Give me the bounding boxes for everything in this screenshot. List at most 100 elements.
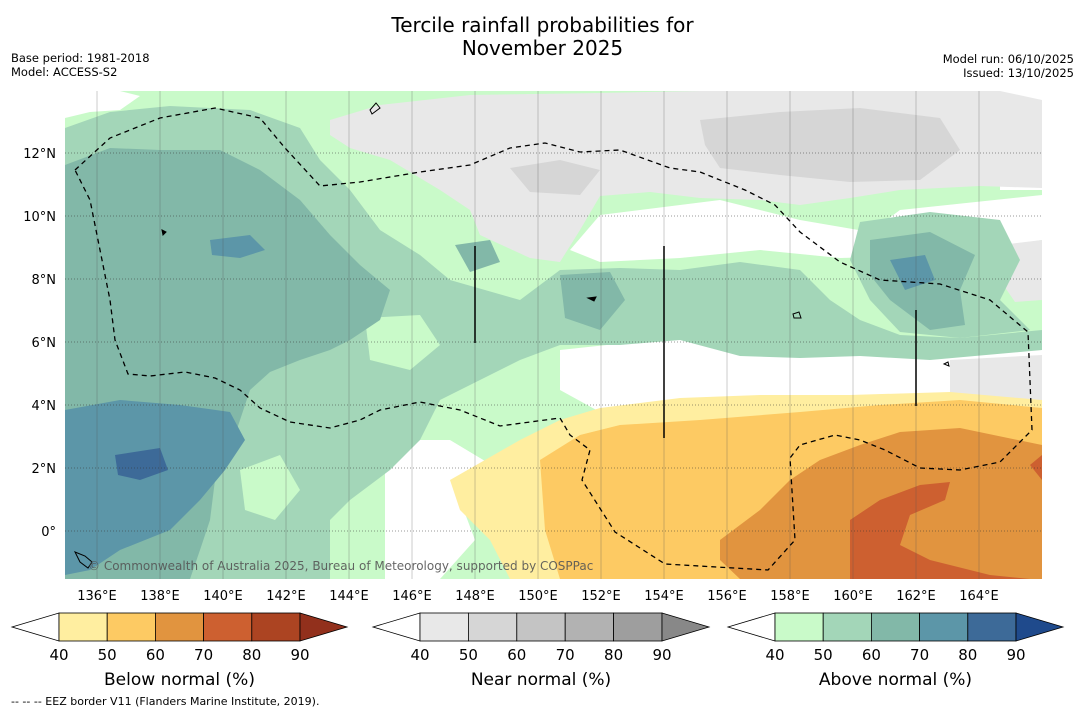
colorbar-tick-label: 70 — [910, 646, 929, 664]
title-line-1: Tercile rainfall probabilities for — [391, 13, 694, 37]
colorbar-segment — [871, 612, 921, 642]
x-tick-label: 140°E — [203, 589, 243, 604]
colorbar-tick-label: 80 — [242, 646, 261, 664]
colorbar-segment — [58, 612, 108, 642]
x-tick-label: 142°E — [266, 589, 306, 604]
y-tick-label: 0° — [41, 525, 56, 540]
region-above-40 — [365, 315, 440, 370]
colorbar-under-triangle — [10, 612, 60, 642]
meta-left: Base period: 1981-2018 Model: ACCESS-S2 — [11, 51, 150, 79]
x-tick-label: 144°E — [329, 589, 369, 604]
region-below-70 — [850, 482, 1030, 579]
coastlines — [73, 102, 950, 569]
colorbar-segment — [203, 612, 253, 642]
colorbar-tick-label: 40 — [49, 646, 68, 664]
colorbar-tick-label: 50 — [98, 646, 117, 664]
colorbar-segment — [516, 612, 566, 642]
region-above-80 — [115, 448, 168, 480]
colorbar-segment — [967, 612, 1017, 642]
colorbar-tick-label: 80 — [958, 646, 977, 664]
colorbar-tick-label: 90 — [1006, 646, 1025, 664]
eez-border — [74, 107, 1033, 571]
x-tick-label: 150°E — [518, 589, 558, 604]
colorbar-tick-label: 40 — [765, 646, 784, 664]
colorbar-segment — [467, 612, 518, 642]
model-name: Model: ACCESS-S2 — [11, 65, 118, 79]
title-line-2: November 2025 — [461, 36, 624, 60]
colorbar-tick-label: 60 — [862, 646, 881, 664]
issued-date: Issued: 13/10/2025 — [963, 66, 1074, 80]
map-plot: © Commonwealth of Australia 2025, Bureau… — [65, 91, 1042, 579]
model-run: Model run: 06/10/2025 — [942, 52, 1074, 66]
colorbar-tick-label: 90 — [290, 646, 309, 664]
colorbar-tick-label: 50 — [814, 646, 833, 664]
colorbar-segment — [774, 612, 824, 642]
colorbar-segment — [822, 612, 872, 642]
colorbar-label: Below normal (%) — [104, 670, 255, 690]
x-tick-label: 136°E — [77, 589, 117, 604]
x-tick-label: 158°E — [770, 589, 810, 604]
x-tick-label: 162°E — [896, 589, 936, 604]
region-above-50 — [300, 410, 380, 470]
x-tick-label: 154°E — [644, 589, 684, 604]
colorbars: 40 50 60 70 80 90 Below normal (%) 40 50 60 70 80 90… — [10, 612, 1065, 690]
copyright-text: © Commonwealth of Australia 2025, Bureau… — [88, 559, 593, 573]
gridlines — [65, 152, 1042, 532]
vertical-lines — [474, 246, 917, 438]
colorbar-tick-label: 90 — [652, 646, 671, 664]
x-axis: 136°E 138°E 140°E 142°E 144°E 146°E 148°… — [77, 589, 999, 604]
colorbar-segment — [251, 612, 301, 642]
colorbar-label: Above normal (%) — [819, 670, 972, 690]
region-above-70 — [210, 235, 265, 258]
region-near-50 — [510, 160, 600, 195]
colorbar-tick-label: 70 — [556, 646, 575, 664]
x-tick-label: 148°E — [455, 589, 495, 604]
colorbar-segment — [106, 612, 156, 642]
colorbar-under-triangle — [371, 612, 421, 642]
colorbar-segment — [613, 612, 663, 642]
meta-right: Model run: 06/10/2025 Issued: 13/10/2025 — [943, 52, 1074, 80]
y-tick-label: 8°N — [32, 273, 57, 288]
colorbar-near: 40 50 60 70 80 90 Near normal (%) — [371, 612, 711, 690]
colorbar-below: 40 50 60 70 80 90 Below normal (%) — [10, 612, 349, 690]
colorbar-under-triangle — [726, 612, 776, 642]
colorbar-label: Near normal (%) — [471, 670, 611, 690]
colorbar-tick-label: 60 — [507, 646, 526, 664]
y-tick-label: 10°N — [23, 210, 56, 225]
region-above-70 — [890, 255, 935, 290]
colorbar-tick-label: 60 — [146, 646, 165, 664]
y-tick-label: 2°N — [32, 462, 57, 477]
y-tick-label: 12°N — [23, 147, 56, 162]
colorbar-segment — [419, 612, 469, 642]
colorbar-tick-label: 70 — [194, 646, 213, 664]
eez-footnote: -- -- -- EEZ border V11 (Flanders Marine… — [11, 695, 320, 708]
region-below-70 — [1030, 455, 1042, 480]
y-tick-label: 4°N — [32, 399, 57, 414]
colorbar-over-triangle — [299, 612, 349, 642]
meridians — [96, 91, 980, 579]
y-tick-label: 6°N — [32, 336, 57, 351]
x-tick-label: 160°E — [833, 589, 873, 604]
x-tick-label: 146°E — [392, 589, 432, 604]
base-period: Base period: 1981-2018 — [11, 51, 150, 65]
x-tick-label: 152°E — [581, 589, 621, 604]
x-tick-label: 164°E — [959, 589, 999, 604]
colorbar-over-triangle — [1015, 612, 1065, 642]
colorbar-segment — [919, 612, 969, 642]
y-axis: 12°N 10°N 8°N 6°N 4°N 2°N 0° — [23, 147, 56, 540]
x-tick-label: 156°E — [707, 589, 747, 604]
colorbar-segment — [564, 612, 615, 642]
colorbar-tick-label: 40 — [410, 646, 429, 664]
colorbar-tick-label: 50 — [459, 646, 478, 664]
x-tick-label: 138°E — [140, 589, 180, 604]
region-above-40 — [240, 455, 300, 520]
region-above-60 — [560, 272, 625, 330]
chart-title: Tercile rainfall probabilities for Novem… — [0, 14, 1085, 60]
region-above-60 — [455, 240, 500, 272]
colorbar-over-triangle — [661, 612, 711, 642]
colorbar-above: 40 50 60 70 80 90 Above normal (%) — [726, 612, 1065, 690]
colorbar-segment — [154, 612, 204, 642]
region-near-50 — [700, 108, 960, 182]
colorbar-tick-label: 80 — [604, 646, 623, 664]
